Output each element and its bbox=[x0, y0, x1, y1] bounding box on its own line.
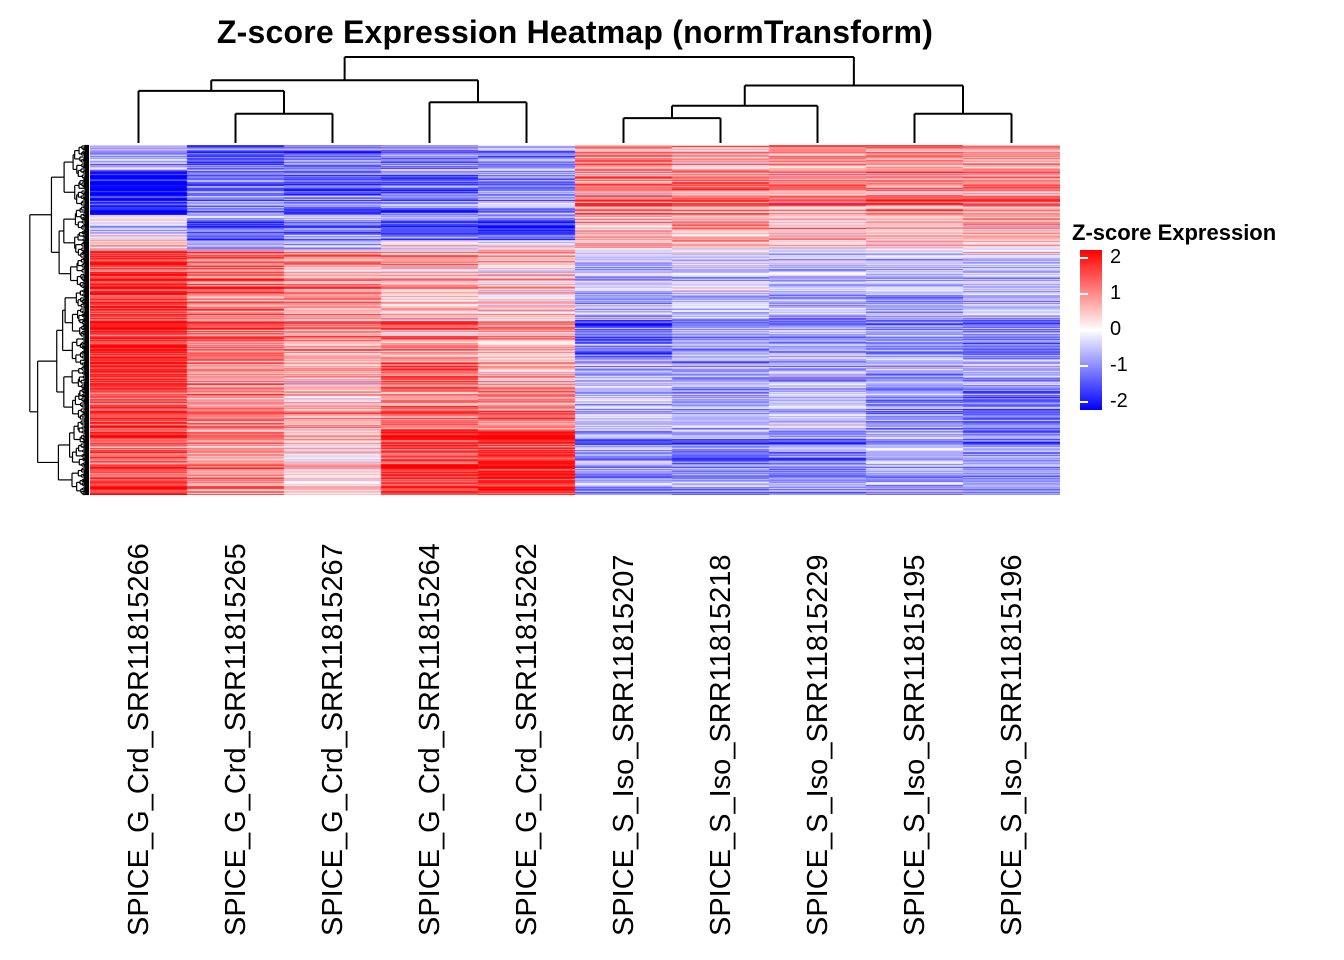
legend-title: Z-score Expression bbox=[1072, 220, 1277, 245]
legend-tick-mark bbox=[1080, 257, 1088, 259]
legend-gradient-bar bbox=[1080, 250, 1102, 410]
column-label: SPICE_G_Crd_SRR11815264 bbox=[413, 543, 446, 936]
column-label: SPICE_G_Crd_SRR11815262 bbox=[510, 543, 543, 936]
column-label: SPICE_S_Iso_SRR11815229 bbox=[801, 554, 834, 936]
legend-tick-mark bbox=[1080, 293, 1088, 295]
column-label: SPICE_G_Crd_SRR11815266 bbox=[122, 543, 155, 936]
legend-tick-label: 2 bbox=[1110, 246, 1122, 268]
column-label: SPICE_S_Iso_SRR11815218 bbox=[704, 554, 737, 936]
column-label: SPICE_G_Crd_SRR11815265 bbox=[219, 543, 252, 936]
column-label: SPICE_S_Iso_SRR11815196 bbox=[995, 554, 1028, 936]
legend-tick-mark bbox=[1080, 365, 1088, 367]
legend-tick-mark bbox=[1080, 401, 1088, 403]
legend-tick-label: -1 bbox=[1110, 354, 1128, 376]
column-label: SPICE_G_Crd_SRR11815267 bbox=[316, 543, 349, 936]
column-dendrogram bbox=[137, 56, 1013, 143]
legend-tick-label: 0 bbox=[1110, 318, 1122, 340]
column-label: SPICE_S_Iso_SRR11815195 bbox=[898, 554, 931, 936]
chart-title: Z-score Expression Heatmap (normTransfor… bbox=[216, 14, 934, 50]
row-dendrogram bbox=[29, 144, 89, 496]
column-label: SPICE_S_Iso_SRR11815207 bbox=[607, 554, 640, 936]
legend-tick-label: 1 bbox=[1110, 282, 1122, 304]
legend-tick-label: -2 bbox=[1110, 390, 1128, 412]
legend-tick-mark bbox=[1080, 329, 1088, 331]
heatmap-canvas bbox=[90, 145, 1060, 495]
